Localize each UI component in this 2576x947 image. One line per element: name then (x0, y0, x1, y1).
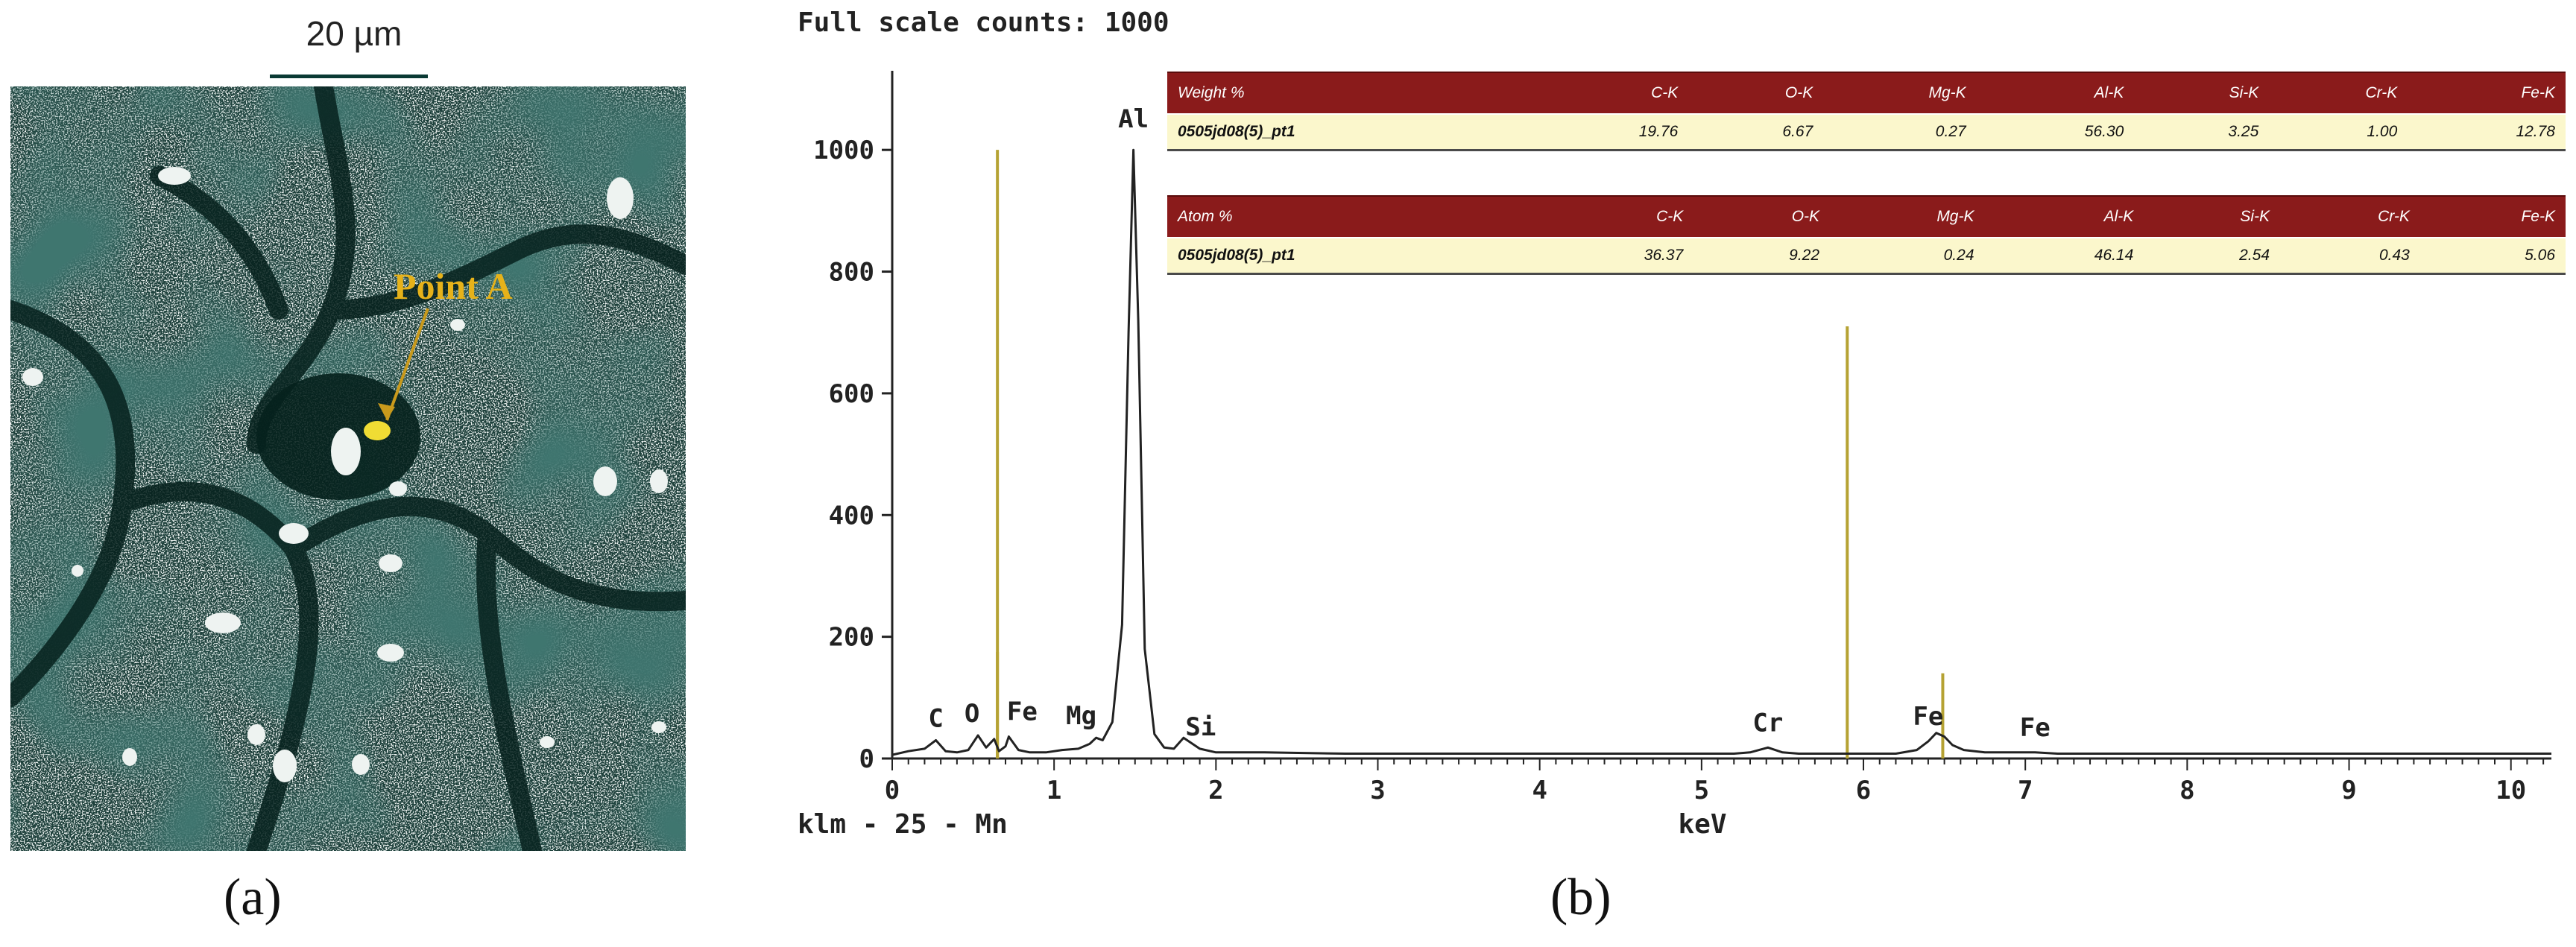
x-tick-label: 10 (2496, 776, 2526, 805)
panel-label-a: (a) (224, 869, 282, 926)
table-row: 0505jd08(5)_pt1 19.76 6.67 0.27 56.30 3.25 1.0… (1167, 113, 2566, 151)
atom-table-header-cell: Atom % (1167, 195, 1535, 238)
y-tick-label: 200 (829, 623, 874, 653)
eds-spectrum-chart: Full scale counts: 1000 0200400600800100… (798, 7, 2551, 840)
peak-label: C (928, 703, 943, 733)
weight-percent-table: Weight % C-K O-K Mg-K Al-K Si-K Cr-K Fe-K 0505j… (1167, 72, 2566, 151)
sem-panel: 20 µm (0, 0, 716, 947)
weight-table-header-cell: Mg-K (1823, 72, 1977, 114)
weight-table-cell: 19.76 (1530, 113, 1689, 151)
y-tick-label: 600 (829, 379, 874, 409)
chart-header: Full scale counts: 1000 (798, 7, 1169, 38)
weight-table-header-cell: C-K (1530, 72, 1689, 114)
weight-table-header-cell: Cr-K (2269, 72, 2408, 114)
weight-table-header-cell: Fe-K (2408, 72, 2566, 114)
peak-label: Al (1118, 104, 1149, 134)
scale-bar (270, 75, 428, 78)
peak-label: Si (1185, 712, 1216, 742)
x-tick-label: 0 (885, 776, 900, 805)
weight-table-cell: 0505jd08(5)_pt1 (1167, 113, 1531, 151)
point-a-label: Point A (394, 265, 513, 307)
atom-table-header-cell: Cr-K (2280, 195, 2420, 238)
x-tick-label: 9 (2341, 776, 2356, 805)
sem-micrograph (10, 86, 686, 851)
spectrum-series (891, 148, 2551, 756)
peak-label: Fe (1913, 702, 1943, 732)
chart-axes: 0 200 400 600 800 1000 0 1 2 3 4 5 6 7 8 9 10 (813, 71, 2551, 805)
chart-footer: klm - 25 - Mn (798, 809, 1008, 840)
x-tick-label: 8 (2179, 776, 2194, 805)
y-tick-label: 0 (859, 744, 874, 774)
atom-table-cell: 0.24 (1830, 237, 1985, 275)
weight-table-header-cell: Weight % (1167, 72, 1531, 114)
atom-table-cell: 36.37 (1534, 237, 1694, 275)
y-tick-label: 400 (829, 501, 874, 530)
x-tick-label: 4 (1532, 776, 1547, 805)
x-tick-label: 2 (1208, 776, 1223, 805)
atom-table-cell: 46.14 (1984, 237, 2144, 275)
x-tick-label: 6 (1856, 776, 1871, 805)
atom-table-header-cell: Al-K (1984, 195, 2144, 238)
weight-table-cell: 3.25 (2134, 113, 2270, 151)
weight-table-header: Weight % C-K O-K Mg-K Al-K Si-K Cr-K Fe-K (1167, 72, 2566, 114)
weight-table-header-cell: Si-K (2134, 72, 2270, 114)
atom-table-header-cell: C-K (1534, 195, 1694, 238)
weight-table-cell: 6.67 (1688, 113, 1824, 151)
atom-table-header-cell: Fe-K (2419, 195, 2566, 238)
atom-percent-table: Atom % C-K O-K Mg-K Al-K Si-K Cr-K Fe-K 0505jd0… (1167, 195, 2566, 275)
spectrum-line (891, 148, 2551, 756)
weight-table-cell: 0.27 (1823, 113, 1977, 151)
panel-label-b: (b) (1550, 869, 1611, 926)
x-tick-label: 5 (1694, 776, 1709, 805)
atom-table-cell: 0.43 (2280, 237, 2420, 275)
peak-labels: C O Fe Mg Al Si Cr Fe Fe (928, 104, 2050, 743)
table-row: 0505jd08(5)_pt1 36.37 9.22 0.24 46.14 2.54 0.4… (1167, 237, 2566, 275)
weight-table-cell: 56.30 (1976, 113, 2135, 151)
weight-table-cell: 12.78 (2408, 113, 2566, 151)
x-tick-label: 7 (2018, 776, 2033, 805)
atom-table-header: Atom % C-K O-K Mg-K Al-K Si-K Cr-K Fe-K (1167, 195, 2566, 238)
micrograph-image (10, 86, 686, 851)
weight-table-header-cell: O-K (1688, 72, 1824, 114)
peak-label: Mg (1066, 701, 1096, 731)
element-marker-lines (996, 150, 1945, 758)
y-tick-label: 1000 (813, 136, 874, 165)
atom-table-header-cell: Mg-K (1830, 195, 1985, 238)
x-axis-label: keV (1678, 809, 1726, 840)
peak-label: Fe (1007, 697, 1038, 727)
scale-bar-label: 20 µm (306, 14, 402, 53)
y-tick-label: 800 (829, 258, 874, 288)
peak-label: Cr (1752, 708, 1783, 738)
atom-table-cell: 2.54 (2144, 237, 2281, 275)
peak-label: O (965, 699, 979, 729)
weight-table-cell: 1.00 (2269, 113, 2408, 151)
atom-table-cell: 5.06 (2419, 237, 2566, 275)
atom-table-cell: 9.22 (1693, 237, 1831, 275)
atom-table-cell: 0505jd08(5)_pt1 (1167, 237, 1535, 275)
x-tick-label: 3 (1370, 776, 1385, 805)
atom-table-header-cell: Si-K (2144, 195, 2281, 238)
atom-table-header-cell: O-K (1693, 195, 1831, 238)
peak-label: Fe (2020, 713, 2051, 743)
x-tick-label: 1 (1046, 776, 1061, 805)
weight-table-header-cell: Al-K (1976, 72, 2135, 114)
